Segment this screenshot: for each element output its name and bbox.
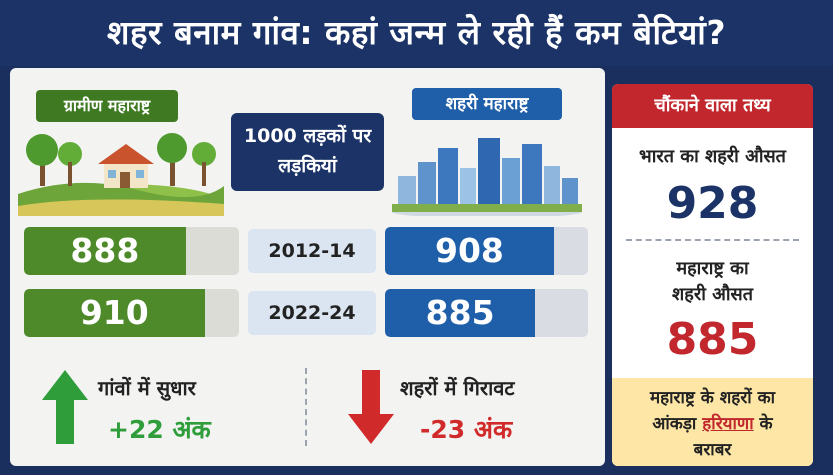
- india-avg-value: 928: [666, 178, 759, 229]
- fact-note-highlight: हरियाणा: [702, 414, 754, 434]
- rural-trend-value: +22 अंक: [108, 415, 211, 444]
- fact-heading: चौंकाने वाला तथ्य: [612, 84, 813, 128]
- year-label-2022: 2022-24: [248, 291, 376, 335]
- rural-bar-fill: [24, 227, 186, 275]
- urban-value-2012: 908: [435, 231, 504, 270]
- urban-bar-fill: [385, 227, 554, 275]
- metric-label-line2: लड़कियां: [278, 155, 337, 177]
- fact-panel: चौंकाने वाला तथ्य भारत का शहरी औसत 928 म…: [612, 84, 813, 466]
- mh-avg-value: 885: [666, 314, 759, 365]
- arrow-up-icon: [42, 370, 88, 444]
- rural-bar-2012: 888: [24, 227, 239, 275]
- fact-note-line2: आंकड़ा हरियाणा के: [612, 411, 813, 437]
- urban-bar-2012: 908: [385, 227, 588, 275]
- fact-note-pre: आंकड़ा: [652, 414, 703, 434]
- urban-bar-fill: [385, 289, 536, 337]
- fact-note-line1: महाराष्ट्र के शहरों का: [649, 388, 776, 408]
- year-label-2012: 2012-14: [248, 229, 376, 273]
- rural-value-2022: 910: [79, 293, 149, 332]
- urban-bar-2022: 885: [385, 289, 588, 337]
- urban-value-2022: 885: [425, 293, 495, 332]
- fact-note-line3: बराबर: [693, 440, 732, 460]
- page-title: शहर बनाम गांव: कहां जन्म ले रही हैं कम ब…: [0, 0, 833, 66]
- village-illustration: [18, 133, 224, 216]
- urban-tag: शहरी महाराष्ट्र: [412, 88, 562, 120]
- mh-avg-label-line2: शहरी औसत: [672, 284, 753, 305]
- metric-label: 1000 लड़कों पर लड़कियां: [231, 113, 384, 191]
- city-skyline-illustration: [392, 138, 582, 216]
- rural-tag: ग्रामीण महाराष्ट्र: [36, 90, 178, 122]
- rural-bar-2022: 910: [24, 289, 239, 337]
- india-avg-label: भारत का शहरी औसत: [639, 146, 786, 167]
- metric-label-line1: 1000 लड़कों पर: [243, 125, 372, 147]
- arrow-down-icon: [348, 370, 394, 444]
- fact-note-post: के: [753, 414, 773, 434]
- trend-divider: [305, 368, 307, 446]
- rural-value-2012: 888: [70, 231, 140, 270]
- rural-bar-fill: [24, 289, 205, 337]
- urban-trend-value: -23 अंक: [420, 415, 513, 444]
- rural-trend-title: गांवों में सुधार: [98, 376, 196, 400]
- fact-separator: [626, 239, 799, 241]
- fact-note: महाराष्ट्र के शहरों का आंकड़ा हरियाणा के…: [612, 378, 813, 466]
- urban-trend-title: शहरों में गिरावट: [400, 376, 515, 400]
- mh-avg-label-line1: महाराष्ट्र का: [676, 258, 749, 279]
